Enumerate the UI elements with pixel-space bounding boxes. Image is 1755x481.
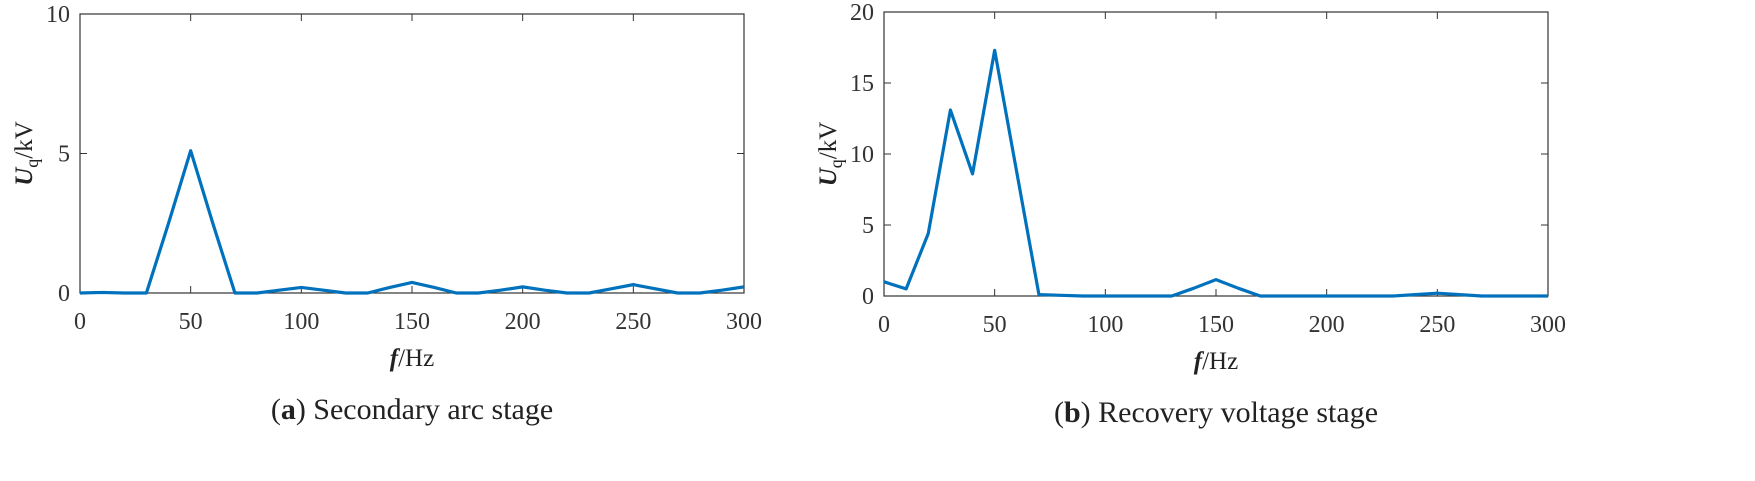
x-label-unit: /Hz [1202,348,1238,375]
caption: (b) Recovery voltage stage [1054,396,1378,429]
caption-part: ( [1054,396,1064,429]
x-label-unit: /Hz [398,345,434,372]
caption-part: b [1064,396,1081,429]
caption-part: ) Recovery voltage stage [1081,396,1378,429]
y-label-unit: /kV [815,122,842,160]
y-label-subscript: q [826,159,846,168]
y-axis-label: Uq/kV [815,122,846,187]
y-tick-label: 20 [850,0,874,26]
caption-part: ( [271,393,281,426]
x-tick-label: 150 [394,309,430,335]
y-label-symbol: U [11,166,38,186]
x-tick-label: 250 [1419,312,1455,338]
caption: (a) Secondary arc stage [271,393,553,426]
y-tick-label: 5 [58,142,70,168]
x-axis-label: f/Hz [1194,348,1238,375]
x-tick-label: 200 [1309,312,1345,338]
x-tick-label: 300 [1530,312,1566,338]
x-tick-label: 50 [983,312,1007,338]
y-tick-label: 0 [862,284,874,310]
x-tick-label: 250 [615,309,651,335]
y-tick-label: 10 [850,142,874,168]
plot-frame [79,13,745,294]
y-label-unit: /kV [11,121,38,159]
x-tick-label: 50 [179,309,203,335]
x-tick-label: 300 [726,309,762,335]
y-tick-label: 0 [58,281,70,307]
caption-part: ) Secondary arc stage [296,393,553,426]
data-line [79,149,745,295]
x-tick-label: 100 [283,309,319,335]
y-label-symbol: U [815,166,842,186]
y-tick-label: 5 [862,213,874,239]
x-tick-label: 0 [74,309,86,335]
x-tick-label: 200 [505,309,541,335]
x-tick-label: 100 [1087,312,1123,338]
chart-panel: 0 50 100 150 200 250 300 0 5 10 f/Hz Uq/kV (a) Secon… [11,2,762,426]
data-line [883,48,1548,298]
y-axis-label: Uq/kV [11,121,42,186]
y-tick-label: 10 [46,2,70,28]
x-tick-label: 0 [878,312,890,338]
plot-frame [883,11,1549,297]
x-axis-label: f/Hz [390,345,434,372]
y-label-subscript: q [22,159,42,168]
x-label-symbol: f [1194,348,1205,375]
caption-part: a [281,393,296,426]
x-label-symbol: f [390,345,401,372]
x-tick-label: 150 [1198,312,1234,338]
y-tick-label: 15 [850,71,874,97]
chart-panel: 0 50 100 150 200 250 300 0 5 10 15 20 f/Hz Uq/kV (b) R… [815,0,1566,429]
